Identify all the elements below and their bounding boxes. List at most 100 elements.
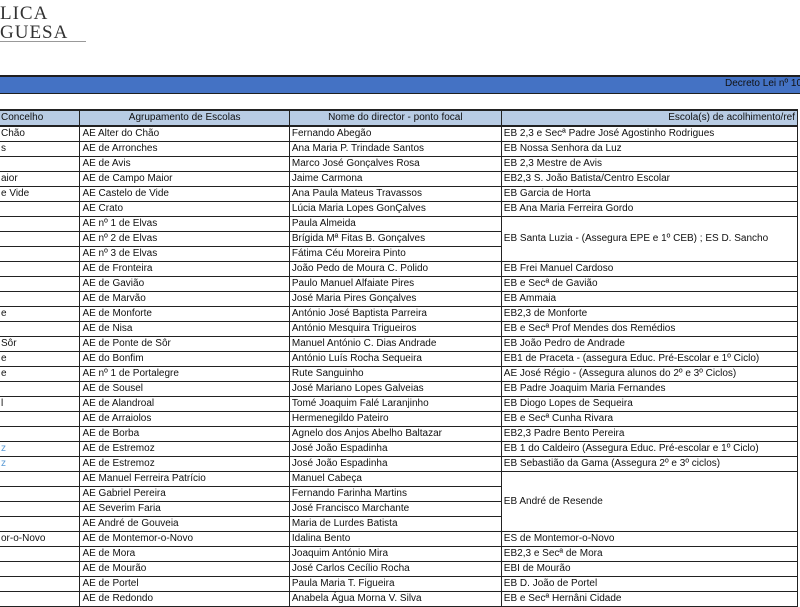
agrupamento-cell: AE de Marvão	[79, 291, 290, 307]
table-row: AE de Borba Agnelo dos Anjos Abelho Balta…	[0, 426, 799, 442]
banner-title: Decreto Lei nº 10	[724, 78, 800, 89]
escola-cell: EB2,3 S. João Batista/Centro Escolar	[500, 171, 799, 187]
concelho-cell: z	[0, 456, 81, 472]
logo: LICA GUESA	[0, 4, 68, 42]
escola-cell: EB Ammaia	[500, 291, 799, 307]
table-row: AE de Marvão José Maria Pires Gonçalves EB…	[0, 291, 799, 307]
concelho-cell	[0, 216, 81, 232]
table-row: l AE de Alandroal Tomé Joaquim Falé Laranj…	[0, 396, 799, 412]
agrupamento-cell: AE Castelo de Vide	[79, 186, 290, 202]
director-cell: Paulo Manuel Alfaiate Pires	[288, 276, 502, 292]
escola-cell: EB e Secª de Gavião	[500, 276, 799, 292]
agrupamento-cell: AE Manuel Ferreira Patrício	[79, 471, 290, 487]
director-cell: Brígida Mª Fitas B. Gonçalves	[288, 231, 502, 247]
concelho-cell	[0, 321, 81, 337]
agrupamento-cell: AE André de Gouveia	[79, 516, 290, 532]
escola-cell: EB1 de Praceta - (assegura Educ. Pré-Esc…	[500, 351, 799, 367]
director-cell: António José Baptista Parreira	[288, 306, 502, 322]
table-row: AE de Fronteira João Pedo de Moura C. Pol…	[0, 261, 799, 277]
agrupamento-cell: AE de Sousel	[79, 381, 290, 397]
agrupamento-cell: AE Gabriel Pereira	[79, 486, 290, 502]
escola-cell: EB Nossa Senhora da Luz	[500, 141, 799, 157]
escola-cell: EB Garcia de Horta	[500, 186, 799, 202]
concelho-cell	[0, 501, 81, 517]
table-row: AE de Mourão José Carlos Cecílio Rocha EBI…	[0, 561, 799, 577]
concelho-cell	[0, 486, 81, 502]
agrupamento-cell: AE nº 3 de Elvas	[79, 246, 290, 262]
concelho-cell	[0, 291, 81, 307]
director-cell: José Maria Pires Gonçalves	[288, 291, 502, 307]
header-agrupamento: Agrupamento de Escolas	[79, 109, 290, 127]
agrupamento-cell: AE de Campo Maior	[79, 171, 290, 187]
concelho-cell: e	[0, 366, 81, 382]
director-cell: José Francisco Marchante	[288, 501, 502, 517]
director-cell: Jaime Carmona	[288, 171, 502, 187]
director-cell: José Carlos Cecílio Rocha	[288, 561, 502, 577]
agrupamento-cell: AE do Bonfim	[79, 351, 290, 367]
escola-cell: ES de Montemor-o-Novo	[500, 531, 799, 547]
director-cell: António Mesquira Trigueiros	[288, 321, 502, 337]
director-cell: Manuel António C. Dias Andrade	[288, 336, 502, 352]
agrupamento-cell: AE nº 1 de Elvas	[79, 216, 290, 232]
escola-cell: EB e Secª Prof Mendes dos Remédios	[500, 321, 799, 337]
table-row: z AE de Estremoz José João Espadinha EB Seb…	[0, 456, 799, 472]
agrupamento-cell: AE de Mora	[79, 546, 290, 562]
table-row: s AE de Arronches Ana Maria P. Trindade Sa…	[0, 141, 799, 157]
table-row: AE de Redondo Anabela Água Morna V. Silva…	[0, 591, 799, 607]
agrupamento-cell: AE Severim Faria	[79, 501, 290, 517]
director-cell: Maria de Lurdes Batista	[288, 516, 502, 532]
agrupamento-cell: AE de Arraiolos	[79, 411, 290, 427]
concelho-cell: e	[0, 306, 81, 322]
escola-cell: EB 1 do Caldeiro (Assegura Educ. Pré-esc…	[500, 441, 799, 457]
concelho-cell: or-o-Novo	[0, 531, 81, 547]
director-cell: Paula Maria T. Figueira	[288, 576, 502, 592]
table-row: AE de Portel Paula Maria T. Figueira EB D.…	[0, 576, 799, 592]
concelho-cell	[0, 261, 81, 277]
director-cell: Joaquim António Mira	[288, 546, 502, 562]
director-cell: António Luís Rocha Sequeira	[288, 351, 502, 367]
concelho-cell	[0, 591, 81, 607]
table-row: AE Manuel Ferreira Patrício Manuel Cabeça…	[0, 471, 799, 532]
concelho-cell	[0, 276, 81, 292]
concelho-cell	[0, 246, 81, 262]
escola-cell: EB 2,3 e Secª Padre José Agostinho Rodri…	[500, 125, 799, 142]
agrupamento-cell: AE de Monforte	[79, 306, 290, 322]
logo-line1: LICA	[0, 3, 49, 24]
concelho-cell	[0, 576, 81, 592]
escola-cell: EB2,3 Padre Bento Pereira	[500, 426, 799, 442]
agrupamento-cell: AE de Borba	[79, 426, 290, 442]
agrupamento-cell: AE de Gavião	[79, 276, 290, 292]
agrupamento-cell: AE de Mourão	[79, 561, 290, 577]
table-row: AE nº 1 de Elvas Paula Almeida EB Santa Lu…	[0, 216, 799, 262]
table-row: AE Gabriel Pereira Fernando Farinha Marti…	[0, 486, 798, 502]
table-row: aior AE de Campo Maior Jaime Carmona EB2,3 …	[0, 171, 799, 187]
table-row: AE de Arraiolos Hermenegildo Pateiro EB e …	[0, 411, 799, 427]
director-cell: Marco José Gonçalves Rosa	[288, 156, 502, 172]
director-cell: João Pedo de Moura C. Polido	[288, 261, 502, 277]
escola-cell: EB Diogo Lopes de Sequeira	[500, 396, 799, 412]
escola-cell: EB João Pedro de Andrade	[500, 336, 799, 352]
director-cell: Paula Almeida	[288, 216, 502, 232]
header-escola: Escola(s) de acolhimento/ref	[500, 109, 799, 127]
concelho-cell	[0, 516, 81, 532]
concelho-cell: z	[0, 441, 81, 457]
table-row: e AE de Monforte António José Baptista Par…	[0, 306, 799, 322]
director-cell: Fátima Céu Moreira Pinto	[288, 246, 502, 262]
table-row: Chão AE Alter do Chão Fernando Abegão EB 2,…	[0, 125, 799, 142]
concelho-cell	[0, 471, 81, 487]
escola-cell: EB Sebastião da Gama (Assegura 2º e 3º c…	[500, 456, 799, 472]
concelho-cell	[0, 546, 81, 562]
agrupamento-cell: AE de Montemor-o-Novo	[79, 531, 290, 547]
table-row: AE de Avis Marco José Gonçalves Rosa EB 2,…	[0, 156, 799, 172]
concelho-cell: aior	[0, 171, 81, 187]
concelho-cell: e	[0, 351, 81, 367]
schools-table: Concelho Agrupamento de Escolas Nome do …	[0, 109, 799, 607]
concelho-cell	[0, 156, 81, 172]
concelho-cell	[0, 561, 81, 577]
table-row: AE nº 2 de Elvas Brígida Mª Fitas B. Gonç…	[0, 231, 798, 247]
escola-cell: EB e Secª Hernâni Cidade	[500, 591, 799, 607]
escola-cell: EB 2,3 Mestre de Avis	[500, 156, 799, 172]
director-cell: Tomé Joaquim Falé Laranjinho	[288, 396, 502, 412]
concelho-cell: l	[0, 396, 81, 412]
agrupamento-cell: AE de Alandroal	[79, 396, 290, 412]
